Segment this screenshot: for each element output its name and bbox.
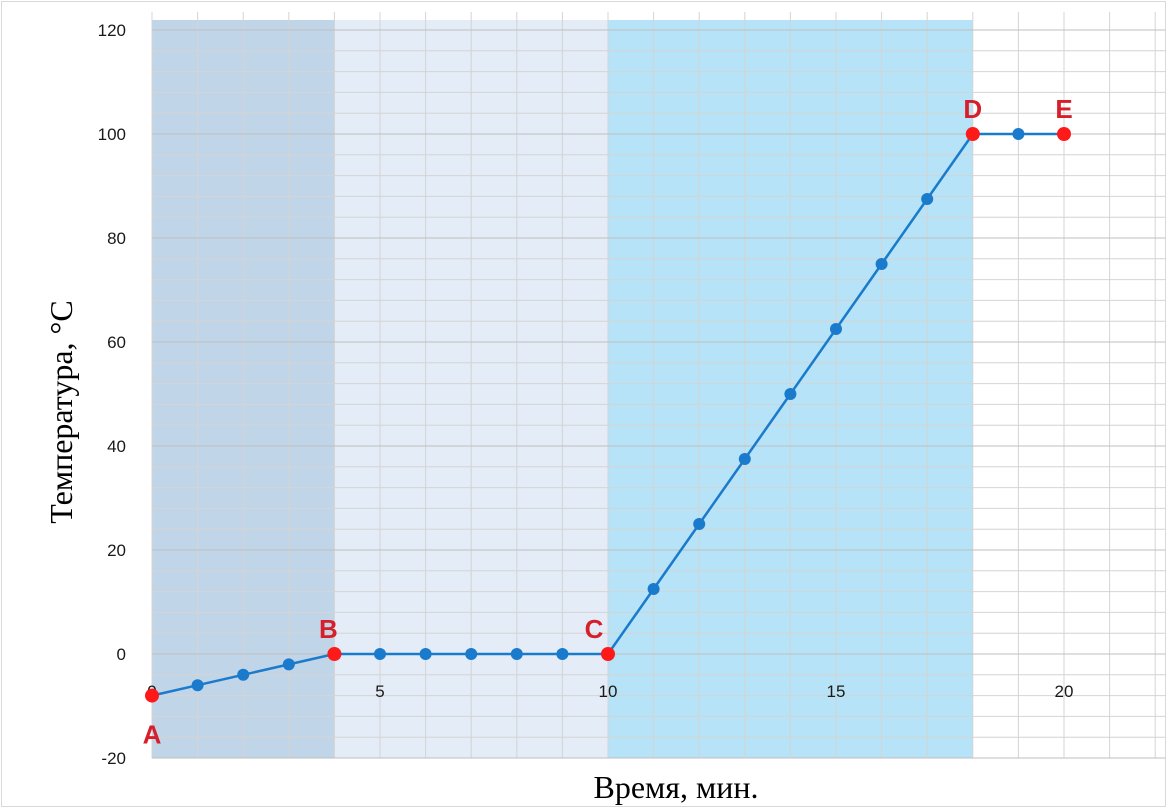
point-d-marker (965, 127, 980, 141)
data-point (419, 648, 432, 660)
x-tick-label: 15 (827, 682, 846, 701)
data-point (738, 453, 751, 465)
data-point (784, 388, 797, 400)
point-b-marker (327, 647, 342, 661)
data-point (693, 518, 706, 530)
x-axis-title: Время, мин. (593, 769, 758, 805)
x-tick-label: 20 (1055, 682, 1074, 701)
point-e-marker (1057, 127, 1071, 141)
data-point (830, 323, 842, 335)
point-a-marker (145, 688, 159, 703)
point-d-label: D (963, 94, 982, 124)
point-c-marker (601, 647, 615, 661)
y-tick-label: 20 (107, 541, 126, 560)
data-point (465, 648, 478, 660)
y-tick-label: -20 (101, 749, 126, 768)
data-point (921, 193, 934, 205)
data-point (556, 648, 569, 660)
data-point (510, 648, 523, 660)
y-axis-title: Температура, °C (43, 300, 79, 523)
x-tick-label: 5 (375, 682, 384, 701)
data-point (282, 658, 295, 671)
data-point (1012, 128, 1025, 140)
data-point (647, 583, 660, 595)
y-tick-label: 0 (117, 645, 126, 664)
point-c-label: C (585, 614, 604, 644)
data-point (374, 648, 386, 660)
data-point (237, 668, 250, 681)
y-tick-label: 60 (107, 333, 126, 352)
y-tick-label: 40 (107, 437, 126, 456)
point-a-label: A (143, 720, 162, 750)
point-b-label: B (319, 614, 338, 644)
point-e-label: E (1055, 94, 1072, 124)
data-point (875, 258, 888, 270)
y-tick-label: 100 (98, 125, 126, 144)
x-tick-label: 10 (599, 682, 618, 701)
y-tick-label: 120 (98, 21, 126, 40)
y-tick-label: 80 (107, 229, 126, 248)
data-point (191, 679, 204, 692)
